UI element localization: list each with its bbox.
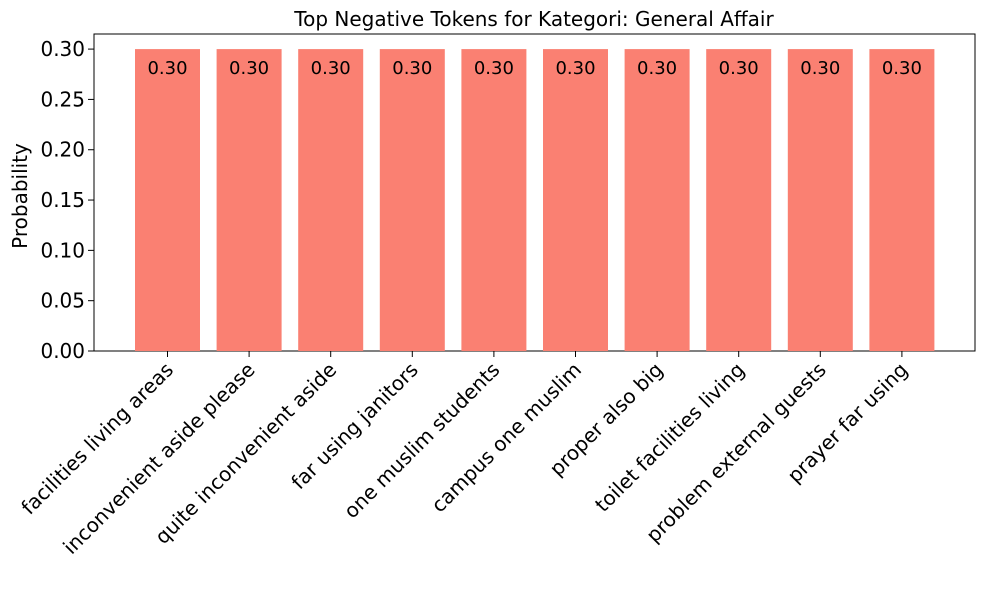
x-tick-label: toilet facilities living <box>590 358 749 517</box>
bar-value-label: 0.30 <box>719 58 759 79</box>
bar-value-label: 0.30 <box>637 58 677 79</box>
x-tick-label: facilities living areas <box>16 358 178 520</box>
bar <box>135 49 200 351</box>
bar-value-label: 0.30 <box>882 58 922 79</box>
x-tick-label: one muslim students <box>339 358 504 523</box>
x-tick-label: campus one muslim <box>426 358 586 518</box>
bar-value-label: 0.30 <box>474 58 514 79</box>
bar-value-label: 0.30 <box>311 58 351 79</box>
y-axis: 0.00 0.05 0.10 0.15 0.20 0.25 0.30 <box>40 37 94 363</box>
bar <box>787 49 853 351</box>
bar <box>216 49 282 351</box>
bar <box>706 49 772 351</box>
y-tick-label: 0.00 <box>40 339 85 363</box>
bar <box>379 49 445 351</box>
y-tick-label: 0.25 <box>40 87 85 111</box>
y-tick-label: 0.10 <box>40 238 85 262</box>
y-axis-title: Probability <box>8 143 32 249</box>
y-tick-label: 0.15 <box>40 188 85 212</box>
bar-value-label: 0.30 <box>229 58 269 79</box>
bar-value-label: 0.30 <box>800 58 840 79</box>
bar-value-label: 0.30 <box>555 58 595 79</box>
plot-area-border <box>93 33 976 352</box>
plot-frame <box>93 33 976 352</box>
y-tick-label: 0.30 <box>40 37 85 61</box>
value-labels: 0.30 0.30 0.30 0.30 0.30 0.30 0.30 0.30 0.30 0.30 <box>147 58 921 79</box>
bar <box>543 49 608 351</box>
bars <box>135 49 935 351</box>
bar <box>461 49 527 351</box>
bar <box>298 49 364 351</box>
bar <box>624 49 690 351</box>
bar-value-label: 0.30 <box>147 58 187 79</box>
y-tick-label: 0.05 <box>40 289 85 313</box>
bar-value-label: 0.30 <box>392 58 432 79</box>
bar <box>869 49 935 351</box>
chart-title: Top Negative Tokens for Kategori: Genera… <box>293 7 774 31</box>
y-tick-label: 0.20 <box>40 138 85 162</box>
